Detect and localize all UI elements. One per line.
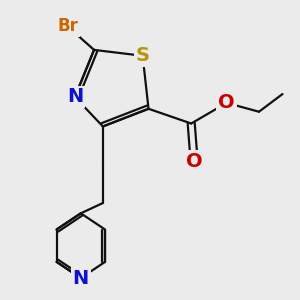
Text: O: O: [186, 152, 202, 171]
Text: N: N: [73, 268, 89, 288]
Text: Br: Br: [57, 17, 78, 35]
Text: N: N: [67, 88, 83, 106]
Text: S: S: [136, 46, 150, 65]
Text: O: O: [218, 93, 235, 112]
